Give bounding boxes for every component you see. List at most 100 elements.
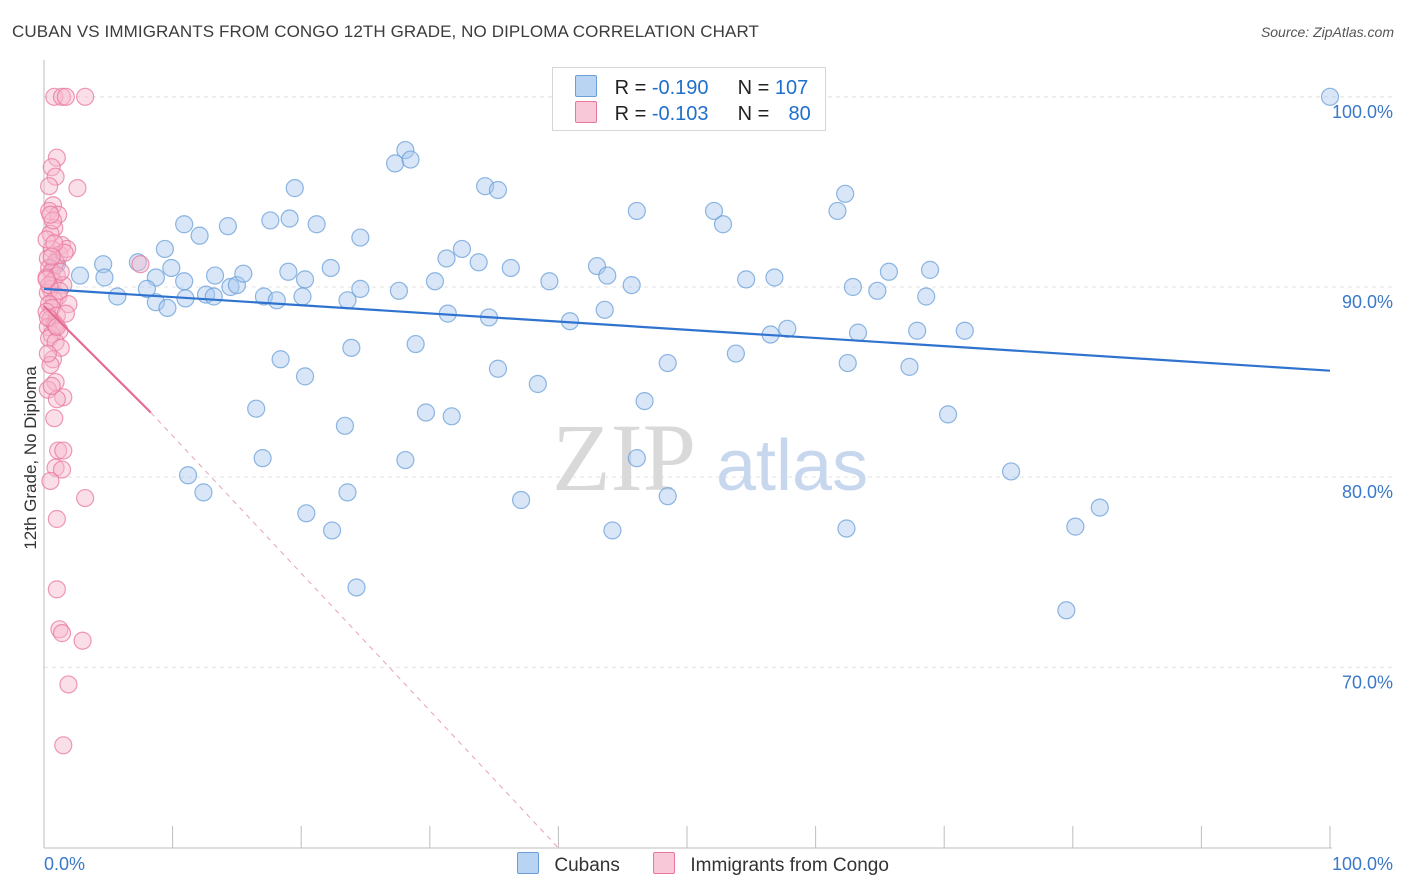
congo-point	[68, 179, 87, 198]
cuban-point	[351, 228, 370, 247]
cuban-point	[178, 466, 198, 485]
trend-line-congo	[43, 305, 152, 414]
series-legend: Cubans Immigrants from Congo	[0, 852, 1406, 877]
cuban-point	[295, 367, 315, 386]
cuban-point	[396, 450, 415, 470]
congo-point	[47, 390, 66, 409]
cuban-point	[146, 293, 165, 312]
cuban-point	[338, 291, 357, 310]
n-label: N =	[737, 77, 770, 99]
congo-point	[56, 87, 75, 106]
cuban-point	[425, 272, 445, 291]
cuban-point	[658, 487, 677, 506]
cuban-point	[94, 255, 113, 274]
cuban-point	[253, 449, 272, 468]
cuban-point	[595, 300, 614, 319]
cuban-point	[635, 391, 654, 411]
congo-point	[76, 87, 95, 106]
cuban-point	[406, 334, 425, 354]
congo-point	[45, 409, 64, 428]
r-label: R =	[614, 103, 647, 125]
cuban-point	[1001, 462, 1021, 481]
cuban-point	[452, 239, 472, 259]
cuban-point	[401, 150, 420, 169]
y-tick-label: 70.0%	[1342, 672, 1393, 692]
legend-swatch-pink	[653, 852, 676, 874]
cuban-point	[347, 578, 366, 597]
data-points	[37, 87, 1340, 755]
cuban-point	[528, 374, 547, 394]
congo-point	[54, 441, 73, 460]
cuban-point	[385, 154, 405, 173]
cuban-point	[1320, 87, 1340, 106]
cuban-point	[321, 258, 340, 278]
cuban-point	[843, 277, 862, 297]
cuban-point	[540, 272, 559, 291]
cuban-point	[128, 253, 147, 272]
legend-label-cubans: Cubans	[554, 855, 620, 876]
cuban-point	[501, 258, 520, 278]
legend-row-congo: R = -0.103 N = 80	[575, 101, 811, 125]
congo-point	[51, 262, 70, 281]
cuban-point	[261, 211, 280, 230]
congo-point	[47, 509, 66, 529]
x-tick-label: 100.0%	[1332, 854, 1393, 874]
congo-point	[52, 624, 72, 643]
congo-point	[47, 580, 66, 599]
cuban-point	[836, 184, 855, 203]
cuban-point	[778, 319, 797, 338]
cuban-point	[227, 275, 246, 295]
cuban-point	[389, 281, 409, 300]
cuban-point	[234, 264, 253, 283]
cuban-point	[416, 403, 436, 422]
congo-point	[45, 234, 64, 253]
cuban-point	[190, 226, 209, 245]
cuban-point	[279, 262, 298, 281]
r-label: R =	[614, 77, 647, 99]
cuban-point	[108, 287, 127, 306]
cuban-point	[920, 260, 940, 279]
cuban-point	[204, 287, 223, 306]
cuban-point	[704, 201, 724, 221]
congo-point	[59, 675, 78, 694]
cuban-point	[95, 268, 114, 287]
r-value-cubans: -0.190	[651, 77, 709, 99]
congo-point	[41, 471, 60, 491]
congo-point	[131, 255, 150, 274]
cuban-point	[351, 279, 370, 298]
cuban-point	[442, 407, 461, 426]
grid-lines	[44, 96, 1392, 668]
cuban-point	[879, 262, 899, 281]
r-value-congo: -0.103	[651, 103, 709, 125]
cuban-point	[512, 490, 531, 510]
legend-swatch-blue	[517, 852, 540, 874]
cuban-point	[322, 521, 342, 540]
cuban-point	[1057, 601, 1076, 620]
legend-item-congo: Immigrants from Congo	[653, 852, 889, 877]
chart-title: CUBAN VS IMMIGRANTS FROM CONGO 12TH GRAD…	[12, 22, 759, 41]
cuban-point	[627, 201, 646, 221]
congo-point	[40, 177, 59, 196]
congo-point	[41, 355, 60, 375]
legend-swatch-pink	[575, 101, 597, 123]
cuban-point	[342, 338, 361, 357]
cuban-point	[70, 266, 90, 285]
cuban-point	[155, 239, 174, 259]
trend-lines	[43, 287, 1331, 849]
congo-point	[52, 460, 72, 479]
cuban-point	[622, 275, 641, 295]
cuban-point	[280, 209, 299, 228]
y-tick-label: 100.0%	[1332, 102, 1393, 122]
cuban-point	[295, 270, 315, 289]
cuban-point	[175, 215, 194, 234]
source-label: Source: ZipAtlas.com	[1260, 24, 1394, 40]
cuban-point	[900, 357, 919, 376]
cuban-point	[338, 483, 357, 502]
congo-point	[37, 270, 56, 289]
n-value-congo: 80	[788, 103, 811, 125]
cuban-point	[293, 287, 312, 306]
cuban-point	[221, 277, 240, 297]
cuban-point	[437, 249, 456, 268]
congo-point	[73, 631, 92, 650]
